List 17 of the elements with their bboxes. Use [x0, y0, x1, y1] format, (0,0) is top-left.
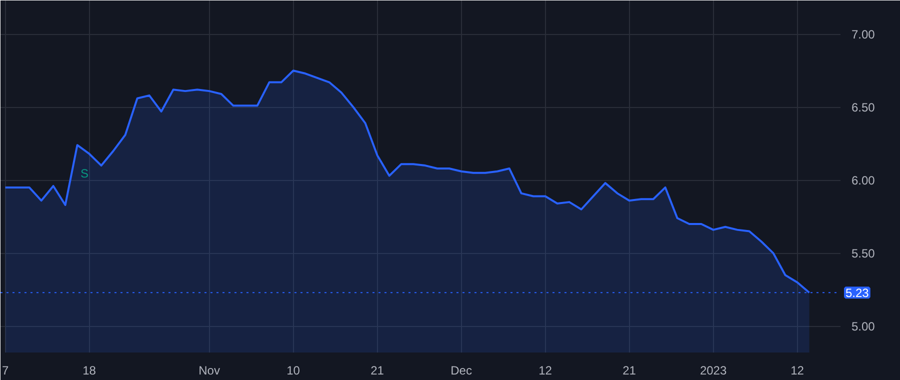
ref-line-label: 5.23 [846, 286, 870, 300]
y-tick-label: 6.00 [852, 174, 876, 188]
annotation: S [80, 166, 89, 180]
y-tick-label: 6.50 [852, 100, 876, 115]
x-tick-label: 7 [2, 364, 9, 378]
x-tick-label: 2023 [700, 364, 727, 378]
x-tick-label: Nov [198, 364, 220, 378]
y-tick-label: 7.00 [852, 28, 876, 42]
x-tick-label: 18 [82, 364, 96, 378]
x-tick-label: 12 [790, 364, 804, 378]
x-tick-label: 21 [622, 364, 636, 378]
y-tick-label: 5.50 [852, 246, 876, 261]
x-tick-label: 21 [370, 364, 384, 378]
x-tick-label: Dec [450, 364, 472, 378]
x-tick-label: 10 [286, 364, 300, 378]
x-tick-label: 12 [538, 364, 552, 378]
y-tick-label: 5.00 [852, 320, 876, 334]
